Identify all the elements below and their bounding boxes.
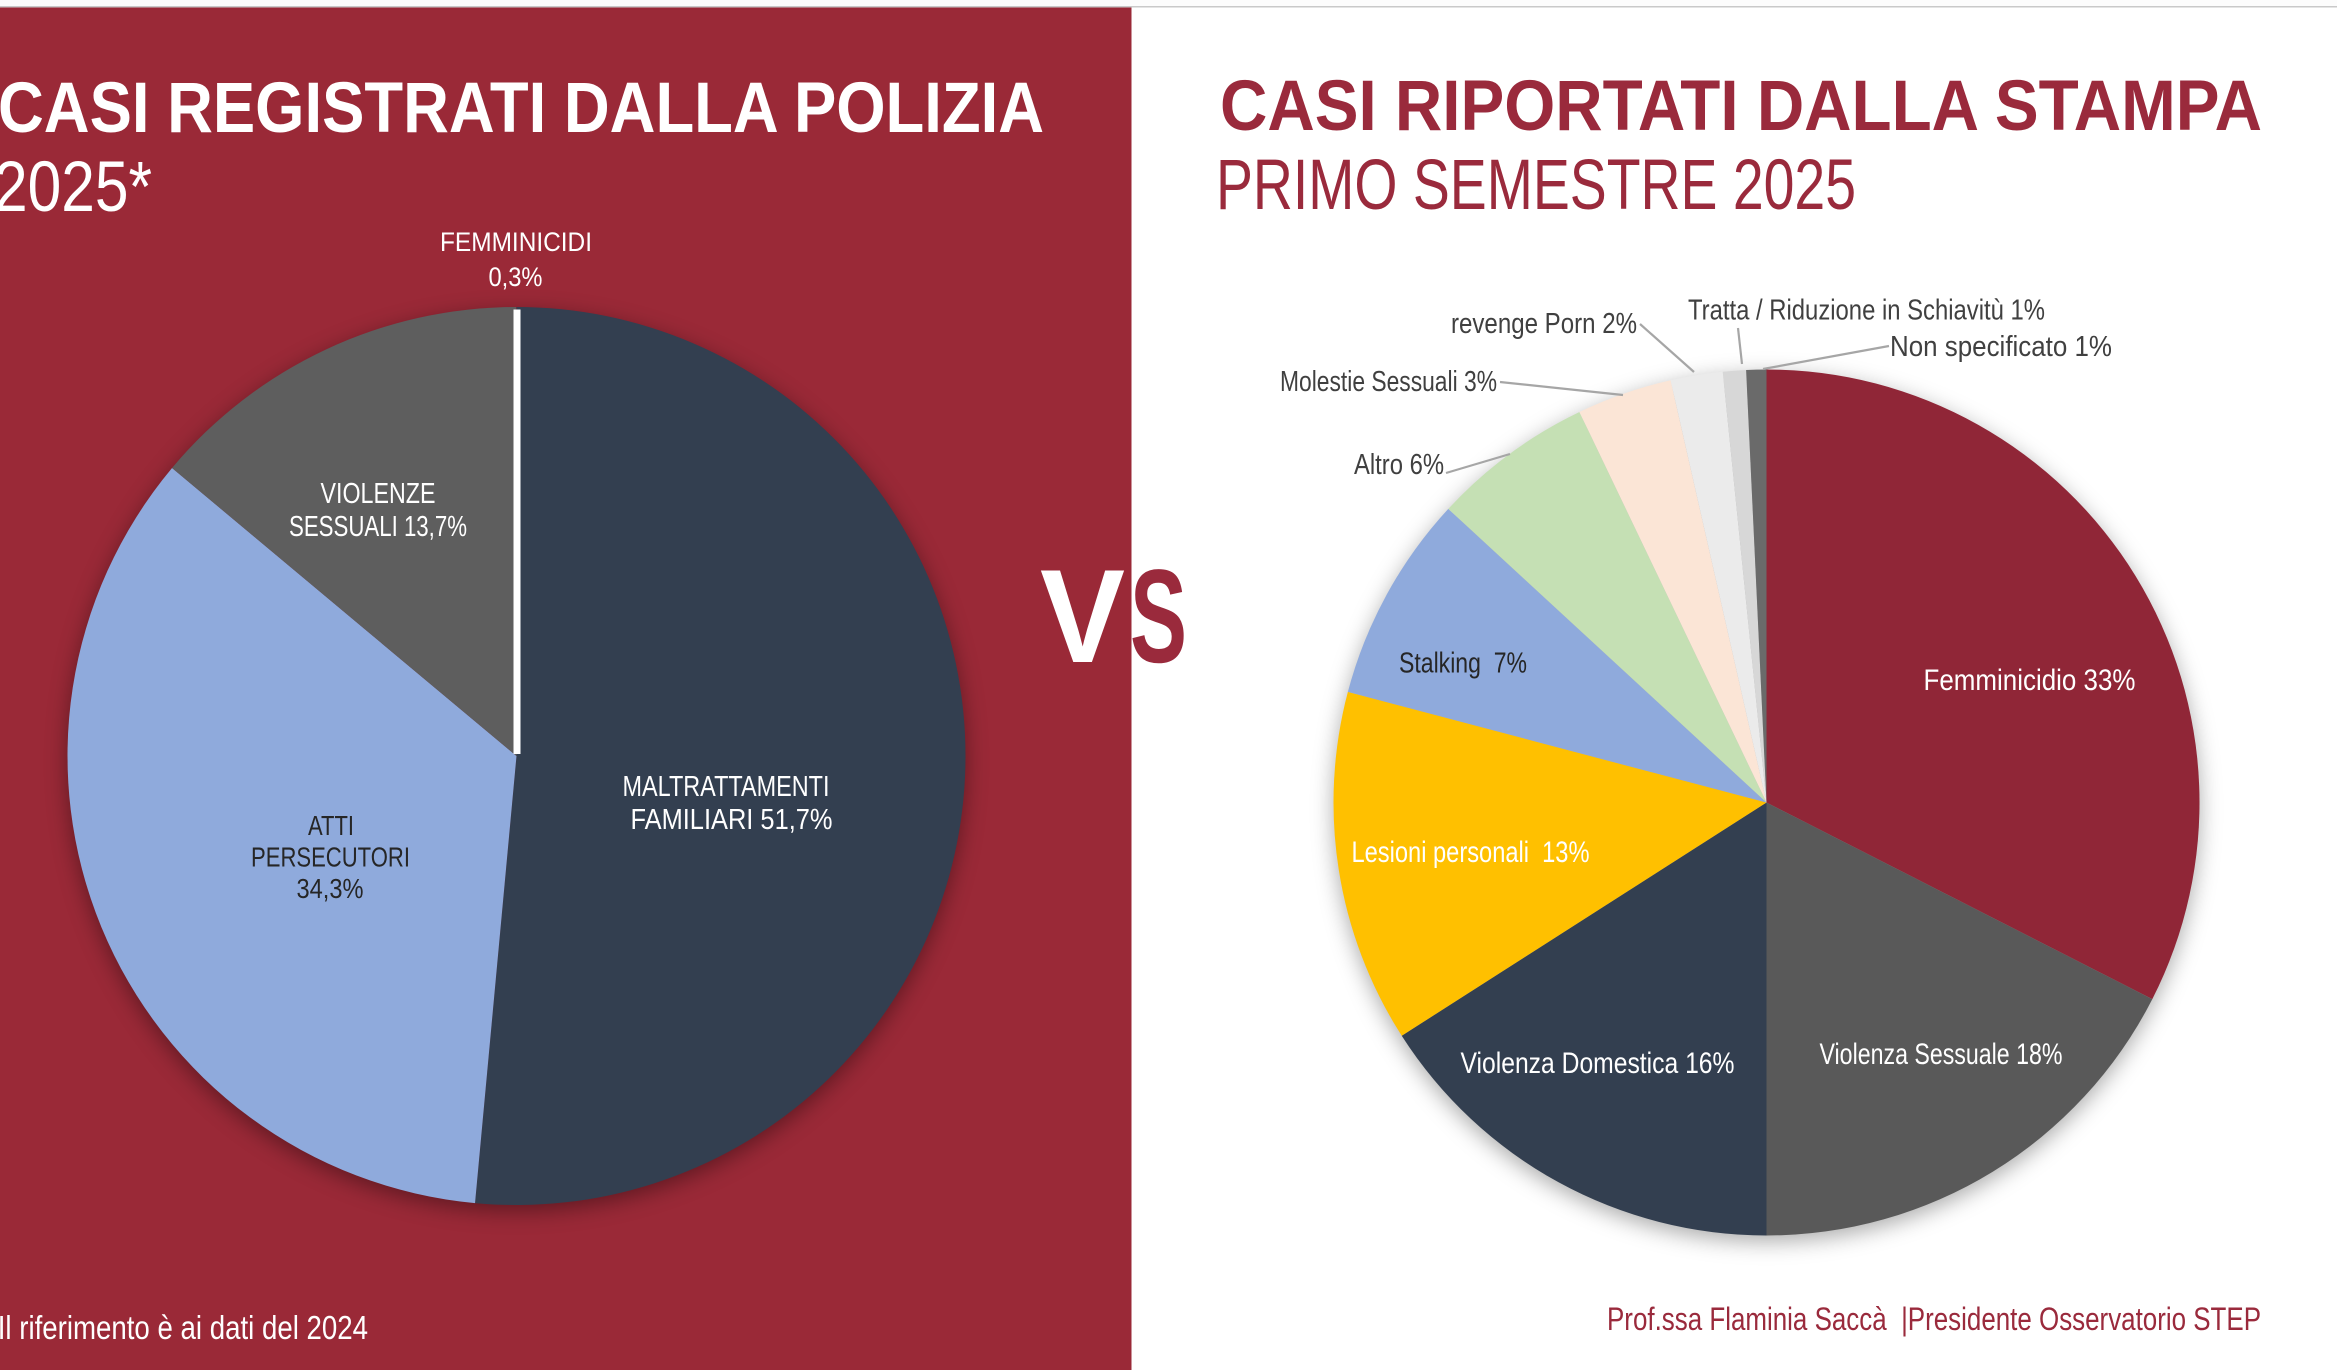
svg-text:Violenza Sessuale 18%: Violenza Sessuale 18%	[1820, 1038, 2063, 1071]
svg-text:*Il riferimento è ai dati del: *Il riferimento è ai dati del 2024	[0, 1310, 368, 1347]
svg-text:PRIMO SEMESTRE 2025: PRIMO SEMESTRE 2025	[1216, 146, 1856, 225]
svg-text:CASI RIPORTATI DALLA STAMPA: CASI RIPORTATI DALLA STAMPA	[1220, 67, 2262, 146]
svg-text:Violenza Domestica 16%: Violenza Domestica 16%	[1461, 1047, 1735, 1080]
svg-text:0,3%: 0,3%	[489, 262, 543, 292]
svg-text:PERSECUTORI: PERSECUTORI	[251, 842, 410, 873]
svg-text:Molestie Sessuali 3%: Molestie Sessuali 3%	[1280, 366, 1497, 398]
svg-text:Prof.ssa Flaminia Saccà |Pres: Prof.ssa Flaminia Saccà |Presidente Osse…	[1607, 1301, 2261, 1337]
svg-text:VIOLENZE: VIOLENZE	[321, 478, 436, 510]
svg-text:S: S	[1130, 543, 1187, 691]
svg-text:34,3%: 34,3%	[297, 873, 364, 904]
svg-text:ATTI: ATTI	[308, 810, 354, 841]
svg-text:2025*: 2025*	[0, 148, 152, 227]
svg-text:revenge Porn 2%: revenge Porn 2%	[1451, 308, 1637, 340]
svg-text:Tratta / Riduzione in Schiavit: Tratta / Riduzione in Schiavitù 1%	[1688, 295, 2045, 327]
svg-text:Stalking 7%: Stalking 7%	[1399, 648, 1527, 680]
svg-text:Lesioni personali 13%: Lesioni personali 13%	[1352, 836, 1590, 869]
svg-text:FEMMINICIDI: FEMMINICIDI	[440, 227, 592, 257]
svg-text:CASI REGISTRATI DALLA POLIZIA: CASI REGISTRATI DALLA POLIZIA	[0, 69, 1044, 148]
svg-text:SESSUALI 13,7%: SESSUALI 13,7%	[289, 511, 467, 543]
svg-text:MALTRATTAMENTI: MALTRATTAMENTI	[623, 771, 830, 803]
svg-text:Non specificato 1%: Non specificato 1%	[1890, 331, 2112, 363]
svg-text:Altro 6%: Altro 6%	[1354, 449, 1444, 481]
svg-text:Femminicidio 33%: Femminicidio 33%	[1924, 664, 2136, 697]
svg-text:FAMILIARI 51,7%: FAMILIARI 51,7%	[631, 804, 833, 836]
svg-text:V: V	[1040, 543, 1125, 691]
